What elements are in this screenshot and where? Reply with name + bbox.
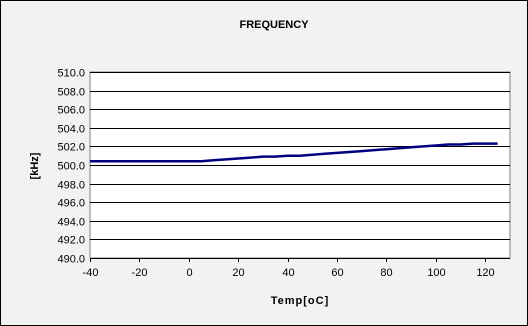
y-tick-label: 506.0 bbox=[57, 105, 85, 117]
y-tick-label: 494.0 bbox=[57, 217, 85, 229]
y-tick-label: 498.0 bbox=[57, 180, 85, 192]
y-tick-label: 510.0 bbox=[57, 68, 85, 80]
grid-lines bbox=[90, 72, 510, 259]
y-tick-label: 496.0 bbox=[57, 198, 85, 210]
x-tick-labels: -40 -20 0 20 40 60 80 100 120 bbox=[83, 267, 495, 279]
x-axis-title: Temp[oC] bbox=[271, 295, 330, 307]
y-tick-label: 492.0 bbox=[57, 235, 85, 247]
series-group bbox=[90, 142, 498, 163]
x-tick-label: 80 bbox=[380, 267, 392, 279]
y-tick-label: 502.0 bbox=[57, 142, 85, 154]
chart-title: FREQUENCY bbox=[239, 19, 309, 31]
y-tick-label: 500.0 bbox=[57, 161, 85, 173]
y-axis-title: [kHz] bbox=[29, 152, 41, 179]
x-tick-label: 60 bbox=[331, 267, 343, 279]
x-tick-label: -20 bbox=[132, 267, 148, 279]
x-tick-label: 20 bbox=[232, 267, 244, 279]
x-tick-label: 40 bbox=[282, 267, 294, 279]
y-tick-label: 504.0 bbox=[57, 124, 85, 136]
y-tick-label: 490.0 bbox=[57, 254, 85, 266]
x-tick-label: 0 bbox=[186, 267, 192, 279]
x-tick-label: -40 bbox=[83, 267, 99, 279]
y-tick-label: 508.0 bbox=[57, 87, 85, 99]
x-tick-label: 120 bbox=[476, 267, 494, 279]
x-tick-marks bbox=[90, 258, 486, 262]
series-line bbox=[90, 142, 498, 163]
y-tick-labels: 490.0 492.0 494.0 496.0 498.0 500.0 502.0 504.0… bbox=[57, 68, 85, 266]
x-tick-label: 100 bbox=[427, 267, 445, 279]
